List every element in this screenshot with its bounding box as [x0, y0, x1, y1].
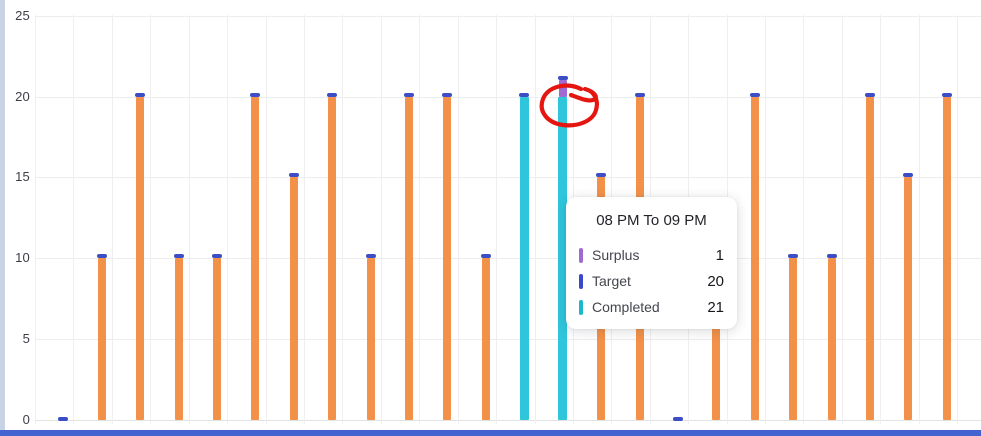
target-cap[interactable] [58, 417, 69, 421]
surplus-segment[interactable] [558, 80, 567, 97]
target-cap[interactable] [865, 92, 875, 97]
tooltip-row-target: Target 20 [579, 268, 724, 294]
target-cap[interactable] [288, 173, 299, 178]
x-gridline [150, 15, 152, 424]
x-gridline [803, 15, 805, 424]
target-cap[interactable] [557, 76, 568, 81]
x-gridline [111, 15, 113, 424]
y-axis-tick-label: 20 [15, 88, 30, 104]
y-axis-tick-label: 0 [22, 412, 30, 427]
completed-bar[interactable] [366, 258, 375, 420]
tooltip-row-value: 20 [707, 272, 724, 290]
y-axis-tick-label: 5 [22, 331, 30, 347]
x-gridline [35, 15, 36, 424]
completed-bar[interactable] [904, 177, 913, 420]
target-cap[interactable] [173, 254, 184, 259]
x-gridline [188, 15, 190, 424]
target-cap[interactable] [96, 254, 107, 259]
x-gridline [957, 15, 959, 424]
tooltip-row-label: Completed [592, 299, 660, 315]
x-gridline [227, 15, 229, 424]
x-gridline [265, 15, 267, 424]
target-legend-pill-icon [579, 273, 583, 289]
x-gridline [918, 15, 920, 424]
target-cap[interactable] [634, 92, 645, 97]
tooltip-row-completed: Completed 21 [579, 294, 724, 320]
target-cap[interactable] [480, 254, 491, 259]
x-gridline [303, 15, 305, 424]
target-cap[interactable] [327, 92, 338, 97]
surplus-legend-pill-icon [579, 247, 583, 263]
tooltip-row-label: Surplus [592, 247, 640, 263]
target-cap[interactable] [404, 92, 414, 97]
chart-tooltip: 08 PM To 09 PM Surplus 1 Target 20 Compl… [566, 197, 737, 329]
tooltip-row-label: Target [592, 273, 631, 289]
y-gridline [35, 420, 981, 421]
completed-bar[interactable] [789, 258, 798, 420]
y-axis-tick-label: 10 [15, 250, 30, 266]
target-cap[interactable] [135, 92, 145, 97]
completed-bar[interactable] [942, 96, 951, 420]
x-gridline [73, 15, 75, 424]
target-cap[interactable] [365, 254, 376, 259]
target-cap[interactable] [903, 173, 914, 178]
completed-bar[interactable] [251, 96, 260, 420]
completed-bar[interactable] [866, 96, 874, 420]
target-cap[interactable] [788, 254, 799, 259]
y-gridline [35, 177, 981, 179]
tooltip-row-surplus: Surplus 1 [579, 242, 724, 268]
target-cap[interactable] [672, 417, 683, 421]
completed-legend-pill-icon [579, 299, 583, 315]
target-cap[interactable] [519, 92, 530, 97]
target-cap[interactable] [941, 92, 952, 97]
x-gridline [880, 15, 882, 424]
left-edge-strip [0, 0, 5, 436]
y-axis-tick-label: 15 [15, 169, 30, 185]
tooltip-row-value: 21 [707, 298, 724, 316]
tooltip-title: 08 PM To 09 PM [596, 212, 707, 229]
completed-bar[interactable] [750, 96, 759, 420]
x-gridline [342, 15, 344, 424]
completed-bar[interactable] [174, 258, 183, 420]
completed-bar[interactable] [212, 258, 221, 420]
x-gridline [534, 15, 536, 424]
target-cap[interactable] [442, 92, 453, 97]
target-cap[interactable] [596, 173, 607, 178]
tooltip-row-value: 1 [715, 246, 724, 264]
x-gridline [457, 15, 459, 424]
completed-bar[interactable] [481, 258, 490, 420]
completed-bar[interactable] [97, 258, 106, 420]
target-cap[interactable] [826, 254, 837, 259]
y-gridline [35, 15, 981, 17]
y-axis-tick-label: 25 [15, 7, 30, 23]
x-gridline [496, 15, 497, 424]
y-gridline [35, 96, 981, 98]
x-gridline [419, 15, 421, 424]
completed-bar[interactable] [712, 258, 721, 420]
completed-bar[interactable] [443, 96, 452, 420]
completed-bar[interactable] [136, 96, 144, 420]
x-gridline [841, 15, 843, 424]
completed-bar[interactable] [405, 96, 413, 420]
completed-bar[interactable] [328, 96, 337, 420]
target-cap[interactable] [211, 254, 222, 259]
completed-bar[interactable] [827, 258, 836, 420]
completed-bar[interactable] [289, 177, 298, 420]
target-cap[interactable] [749, 92, 760, 97]
target-cap[interactable] [250, 92, 261, 97]
bottom-edge-bar [0, 430, 981, 436]
y-gridline [35, 258, 981, 260]
completed-bar-highlighted[interactable] [558, 96, 568, 420]
completed-bar-highlighted[interactable] [519, 96, 529, 420]
x-gridline [380, 15, 382, 424]
y-gridline [35, 339, 981, 341]
x-gridline [765, 15, 766, 424]
